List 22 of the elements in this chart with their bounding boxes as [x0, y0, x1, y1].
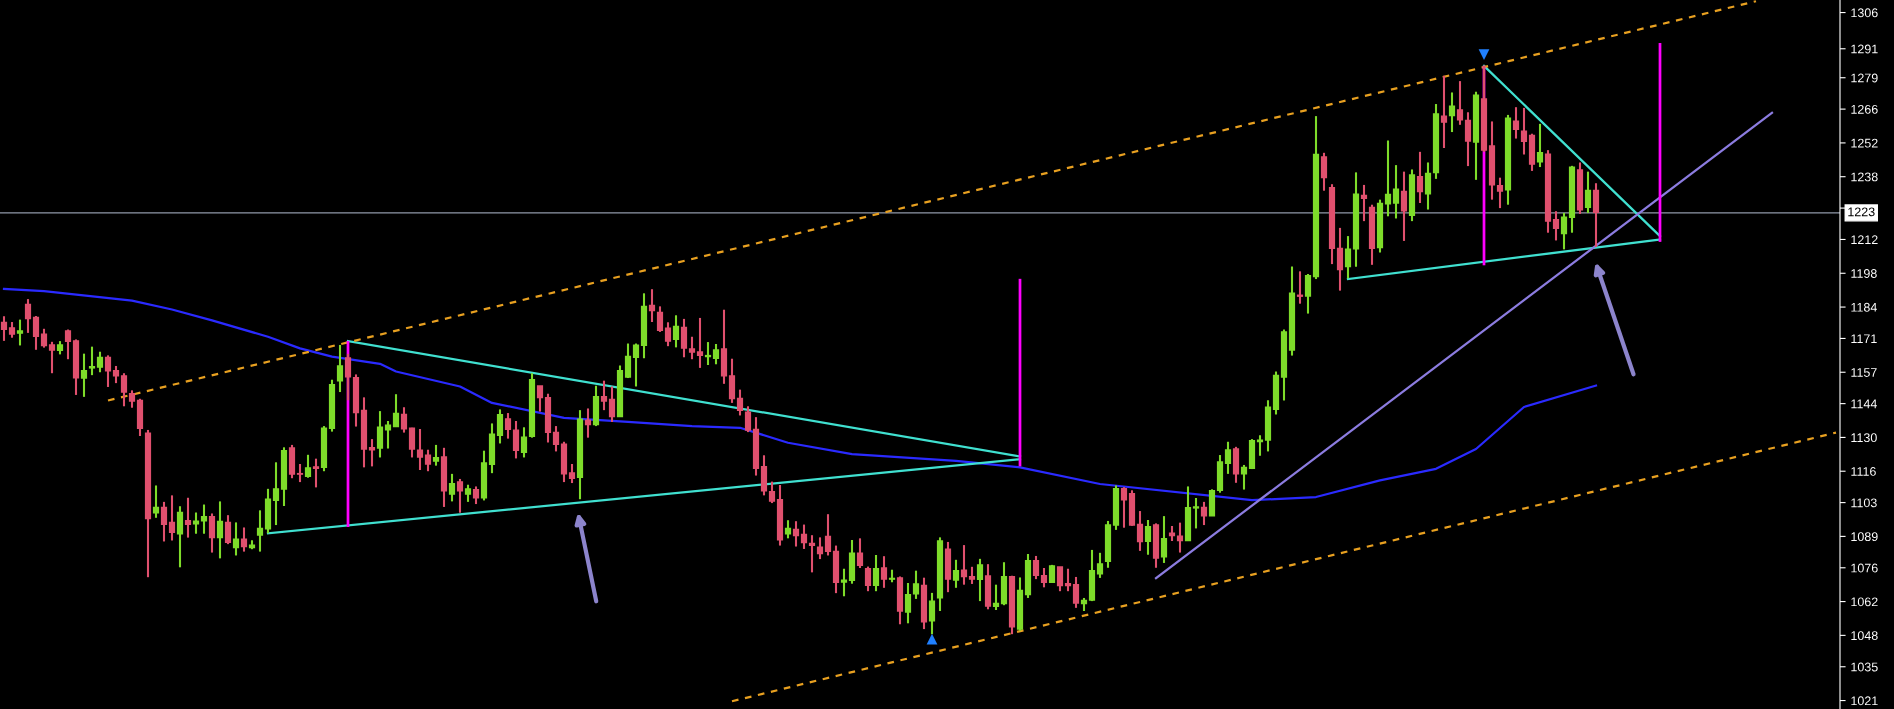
y-tick-label: 1035	[1851, 662, 1878, 672]
y-tick-label: 1291	[1851, 44, 1878, 54]
y-tick-label: 1266	[1851, 104, 1878, 114]
y-tick-label: 1198	[1851, 269, 1877, 278]
y-tick-label: 1212	[1851, 235, 1878, 244]
y-tick-label: 1130	[1851, 433, 1877, 443]
y-tick-label: 1252	[1851, 138, 1878, 148]
y-tick-label: 1048	[1851, 631, 1878, 641]
y-tick-label: 1103	[1851, 498, 1877, 508]
ref-line-label: 1223	[1848, 207, 1875, 217]
y-tick-label: 1238	[1851, 172, 1878, 182]
y-tick-label: 1279	[1851, 73, 1878, 83]
y-tick-label: 1306	[1851, 8, 1878, 18]
y-tick-label: 1144	[1851, 399, 1877, 409]
y-tick-label: 1184	[1851, 302, 1877, 312]
y-tick-label: 1089	[1851, 532, 1878, 542]
y-tick-label: 1171	[1851, 334, 1877, 343]
y-tick-label: 1157	[1851, 368, 1877, 377]
y-tick-label: 1116	[1851, 467, 1876, 476]
y-tick-label: 1062	[1851, 597, 1878, 607]
y-tick-label: 1076	[1851, 563, 1878, 573]
y-tick-label: 1021	[1851, 696, 1878, 706]
